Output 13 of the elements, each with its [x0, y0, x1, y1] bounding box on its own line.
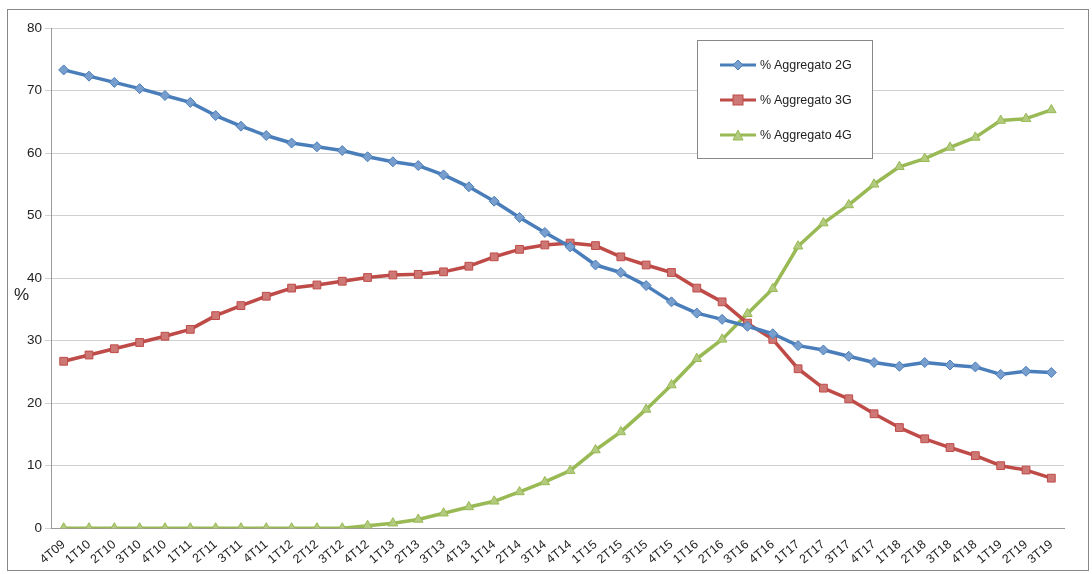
legend-label: % Aggregato 2G	[760, 57, 852, 72]
y-tick-label: 80	[26, 19, 43, 35]
legend-label: % Aggregato 3G	[760, 92, 852, 107]
legend-label: % Aggregato 4G	[760, 127, 852, 142]
y-tick-label: 50	[26, 207, 43, 223]
y-axis-title: %	[14, 285, 30, 305]
y-tick-label: 40	[26, 269, 43, 285]
y-tick-label: 60	[26, 144, 43, 160]
y-tick-label: 0	[34, 519, 43, 535]
y-tick-label: 70	[26, 82, 43, 98]
y-tick-label: 10	[26, 457, 43, 473]
y-tick-label: 20	[26, 394, 43, 410]
y-tick-label: 30	[26, 332, 43, 348]
